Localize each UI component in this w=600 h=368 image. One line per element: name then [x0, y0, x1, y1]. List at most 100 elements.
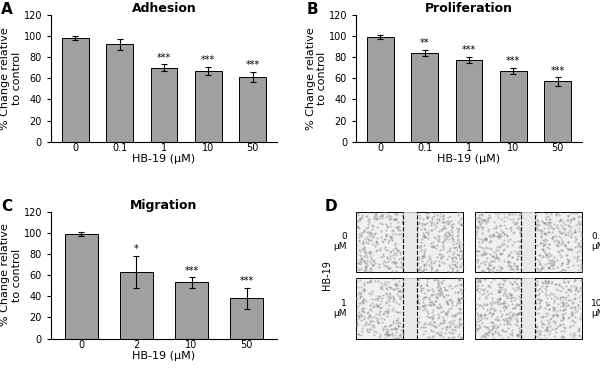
Point: [433, 280, 443, 286]
Point: [391, 260, 400, 266]
Point: [474, 322, 484, 328]
Point: [455, 252, 464, 258]
Point: [471, 209, 481, 215]
Point: [557, 311, 567, 317]
Point: [371, 248, 380, 254]
Point: [574, 253, 583, 259]
Point: [370, 215, 379, 221]
Point: [456, 276, 466, 282]
Point: [503, 259, 513, 265]
Point: [554, 282, 563, 288]
Point: [493, 314, 502, 320]
Point: [570, 307, 580, 312]
Point: [494, 210, 503, 216]
Point: [358, 297, 368, 303]
Point: [385, 213, 394, 219]
Point: [452, 267, 461, 273]
Point: [455, 241, 464, 247]
Point: [359, 316, 369, 322]
Point: [362, 234, 371, 240]
Point: [424, 335, 434, 340]
Point: [436, 332, 445, 337]
Point: [358, 296, 368, 302]
Point: [488, 268, 498, 274]
Point: [385, 215, 395, 221]
Y-axis label: % Change relative
to control: % Change relative to control: [1, 27, 22, 130]
Point: [449, 258, 459, 264]
Point: [496, 268, 505, 273]
Point: [532, 217, 542, 223]
Point: [533, 227, 542, 233]
Point: [488, 232, 497, 238]
Point: [388, 286, 398, 292]
Point: [494, 263, 504, 269]
Point: [559, 229, 568, 235]
Point: [436, 332, 446, 337]
Point: [575, 225, 584, 231]
Point: [412, 298, 422, 304]
Point: [503, 302, 512, 308]
Text: ***: ***: [462, 46, 476, 56]
Point: [516, 287, 526, 293]
Point: [500, 231, 510, 237]
Point: [457, 221, 467, 227]
Point: [513, 215, 523, 221]
Point: [534, 300, 544, 306]
Point: [373, 319, 383, 325]
Point: [356, 215, 366, 220]
Point: [540, 231, 550, 237]
Point: [536, 328, 546, 333]
Point: [359, 296, 369, 302]
Point: [532, 278, 541, 284]
Point: [388, 227, 397, 233]
Point: [356, 266, 365, 272]
Bar: [230, 298, 263, 339]
Point: [537, 279, 547, 285]
Point: [490, 299, 500, 305]
Point: [369, 314, 379, 320]
Point: [418, 307, 428, 313]
Point: [506, 292, 516, 298]
Point: [427, 220, 436, 226]
Point: [568, 318, 578, 324]
Point: [398, 330, 407, 336]
Point: [416, 285, 426, 291]
Point: [487, 253, 497, 259]
Point: [541, 292, 551, 298]
Point: [446, 321, 455, 327]
Point: [443, 213, 453, 219]
Point: [494, 244, 504, 250]
Point: [548, 305, 557, 311]
Point: [359, 253, 369, 259]
Point: [576, 244, 586, 250]
Point: [501, 225, 511, 231]
Point: [380, 237, 389, 243]
Point: [478, 332, 488, 338]
Point: [368, 226, 377, 232]
Point: [505, 216, 515, 222]
Point: [548, 318, 558, 323]
Point: [362, 229, 371, 235]
Point: [359, 286, 369, 292]
Point: [428, 315, 437, 321]
Point: [474, 263, 484, 269]
Point: [487, 279, 496, 285]
Point: [473, 225, 483, 231]
Point: [356, 314, 366, 319]
Point: [512, 263, 522, 269]
Point: [554, 233, 563, 239]
X-axis label: HB-19 (μM): HB-19 (μM): [437, 155, 500, 164]
Point: [439, 261, 449, 266]
Point: [359, 267, 368, 273]
Point: [576, 238, 586, 244]
Point: [434, 258, 444, 264]
Point: [533, 327, 542, 333]
Point: [542, 251, 551, 256]
Point: [500, 303, 510, 309]
Point: [414, 305, 424, 311]
Point: [443, 233, 452, 239]
Point: [436, 285, 445, 291]
Point: [371, 238, 381, 244]
Point: [481, 295, 491, 301]
Text: ***: ***: [201, 55, 215, 65]
